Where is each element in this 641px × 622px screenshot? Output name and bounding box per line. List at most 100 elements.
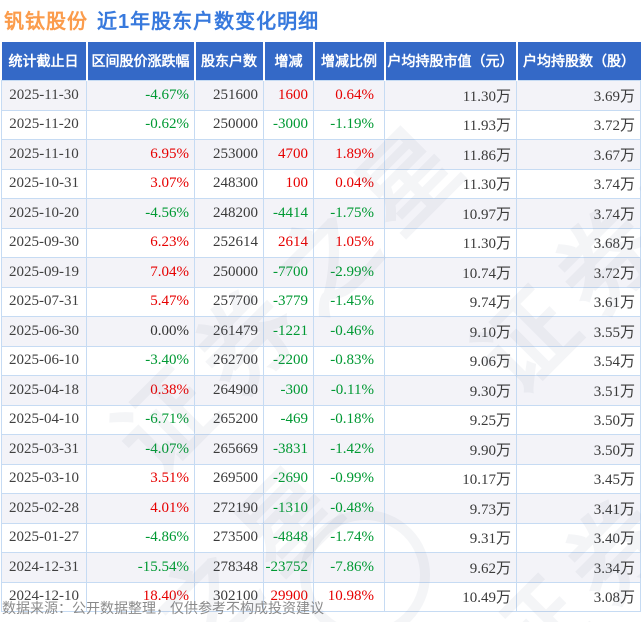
cell-change-pct: -0.11% [313, 375, 385, 406]
cell-change: 1600 [263, 80, 314, 111]
cell-avg-shares: 3.55万 [516, 316, 641, 347]
cell-price-change: 3.07% [86, 168, 195, 199]
cell-date: 2024-12-31 [1, 552, 87, 583]
cell-change: -3831 [263, 434, 314, 465]
cell-avg-shares: 3.34万 [516, 552, 641, 583]
cell-avg-shares: 3.54万 [516, 345, 641, 376]
column-header-price-change: 区间股价涨跌幅 [86, 42, 196, 81]
cell-price-change: -3.40% [86, 345, 195, 376]
cell-avg-shares: 3.72万 [516, 109, 641, 140]
stock-name: 钒钛股份 [4, 11, 88, 33]
cell-holders: 273500 [194, 522, 264, 553]
cell-change: -300 [263, 375, 314, 406]
table-row: 2025-04-18 0.38% 264900 -300 -0.11% 9.30… [1, 375, 641, 406]
cell-price-change: 0.38% [86, 375, 195, 406]
cell-change-pct: 0.64% [313, 80, 385, 111]
cell-avg-market-value: 9.30万 [384, 375, 517, 406]
cell-date: 2025-01-27 [1, 522, 87, 553]
cell-change-pct: -0.83% [313, 345, 385, 376]
cell-avg-market-value: 9.62万 [384, 552, 517, 583]
cell-avg-market-value: 10.97万 [384, 198, 517, 229]
cell-holders: 257700 [194, 286, 264, 317]
table-header-row: 统计截止日 区间股价涨跌幅 股东户数 增减 增减比例 户均持股市值（元） 户均持… [1, 42, 641, 81]
cell-holders: 250000 [194, 109, 264, 140]
cell-change-pct: -2.99% [313, 257, 385, 288]
cell-price-change: -4.07% [86, 434, 195, 465]
cell-avg-shares: 3.41万 [516, 493, 641, 524]
cell-change: -2200 [263, 345, 314, 376]
cell-price-change: -4.67% [86, 80, 195, 111]
cell-price-change: 7.04% [86, 257, 195, 288]
cell-date: 2025-10-20 [1, 198, 87, 229]
cell-change-pct: -0.18% [313, 404, 385, 435]
table-row: 2025-10-31 3.07% 248300 100 0.04% 11.30万… [1, 168, 641, 199]
cell-avg-shares: 3.50万 [516, 404, 641, 435]
cell-holders: 262700 [194, 345, 264, 376]
cell-holders: 253000 [194, 139, 264, 170]
cell-date: 2025-09-30 [1, 227, 87, 258]
cell-avg-shares: 3.72万 [516, 257, 641, 288]
cell-holders: 278348 [194, 552, 264, 583]
cell-change-pct: 1.89% [313, 139, 385, 170]
cell-avg-market-value: 10.74万 [384, 257, 517, 288]
cell-change-pct: -0.46% [313, 316, 385, 347]
cell-date: 2025-06-10 [1, 345, 87, 376]
cell-avg-market-value: 11.86万 [384, 139, 517, 170]
cell-change-pct: -7.86% [313, 552, 385, 583]
cell-avg-market-value: 9.74万 [384, 286, 517, 317]
cell-date: 2025-02-28 [1, 493, 87, 524]
cell-avg-shares: 3.74万 [516, 168, 641, 199]
cell-avg-shares: 3.68万 [516, 227, 641, 258]
cell-change: -1221 [263, 316, 314, 347]
cell-date: 2024-12-10 [1, 581, 87, 612]
table-row: 2025-11-20 -0.62% 250000 -3000 -1.19% 11… [1, 109, 641, 140]
cell-change-pct: -1.42% [313, 434, 385, 465]
cell-avg-market-value: 9.73万 [384, 493, 517, 524]
cell-date: 2025-11-30 [1, 80, 87, 111]
table-row: 2024-12-10 18.40% 302100 29900 10.98% 10… [1, 581, 641, 612]
table-row: 2025-11-30 -4.67% 251600 1600 0.64% 11.3… [1, 80, 641, 111]
cell-change-pct: -1.19% [313, 109, 385, 140]
table-row: 2025-09-19 7.04% 250000 -7700 -2.99% 10.… [1, 257, 641, 288]
table-body: 2025-11-30 -4.67% 251600 1600 0.64% 11.3… [1, 80, 641, 612]
cell-holders: 272190 [194, 493, 264, 524]
cell-avg-market-value: 11.93万 [384, 109, 517, 140]
cell-avg-shares: 3.40万 [516, 522, 641, 553]
cell-holders: 250000 [194, 257, 264, 288]
cell-price-change: 6.23% [86, 227, 195, 258]
table-row: 2025-04-10 -6.71% 265200 -469 -0.18% 9.2… [1, 404, 641, 435]
cell-price-change: -4.86% [86, 522, 195, 553]
cell-avg-shares: 3.67万 [516, 139, 641, 170]
cell-date: 2025-06-30 [1, 316, 87, 347]
page-subtitle: 近1年股东户数变化明细 [97, 11, 320, 33]
cell-change-pct: -1.74% [313, 522, 385, 553]
cell-date: 2025-03-31 [1, 434, 87, 465]
cell-holders: 302100 [194, 581, 264, 612]
cell-holders: 269500 [194, 463, 264, 494]
cell-price-change: -6.71% [86, 404, 195, 435]
cell-avg-market-value: 9.10万 [384, 316, 517, 347]
cell-avg-shares: 3.08万 [516, 581, 641, 612]
cell-change: -4848 [263, 522, 314, 553]
cell-avg-shares: 3.50万 [516, 434, 641, 465]
cell-change: -7700 [263, 257, 314, 288]
table-row: 2025-02-28 4.01% 272190 -1310 -0.48% 9.7… [1, 493, 641, 524]
cell-avg-shares: 3.69万 [516, 80, 641, 111]
cell-price-change: 0.00% [86, 316, 195, 347]
cell-avg-market-value: 9.31万 [384, 522, 517, 553]
table-row: 2025-06-10 -3.40% 262700 -2200 -0.83% 9.… [1, 345, 641, 376]
table-row: 2025-07-31 5.47% 257700 -3779 -1.45% 9.7… [1, 286, 641, 317]
cell-price-change: 3.51% [86, 463, 195, 494]
cell-change: -2690 [263, 463, 314, 494]
table-row: 2025-10-20 -4.56% 248200 -4414 -1.75% 10… [1, 198, 641, 229]
cell-holders: 265669 [194, 434, 264, 465]
cell-price-change: 4.01% [86, 493, 195, 524]
cell-change-pct: 0.04% [313, 168, 385, 199]
cell-avg-shares: 3.45万 [516, 463, 641, 494]
cell-change: -4414 [263, 198, 314, 229]
cell-change: -3000 [263, 109, 314, 140]
cell-avg-market-value: 10.17万 [384, 463, 517, 494]
cell-change-pct: -0.48% [313, 493, 385, 524]
cell-holders: 261479 [194, 316, 264, 347]
